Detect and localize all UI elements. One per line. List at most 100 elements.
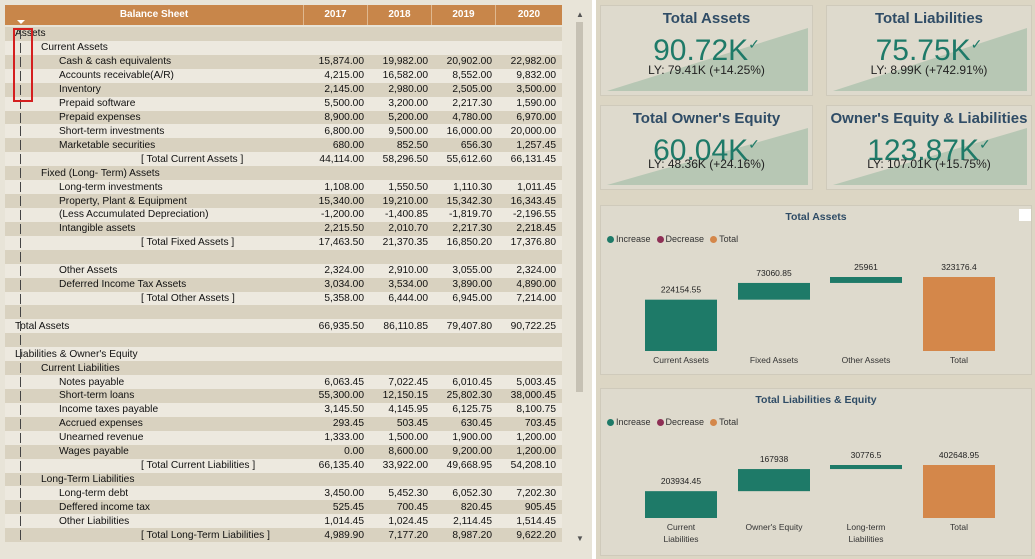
table-row[interactable]: [ Total Fixed Assets ] 17,463.50 21,370.35… bbox=[5, 235, 562, 250]
row-label: Prepaid expenses bbox=[59, 111, 141, 123]
category-label: Current Assets bbox=[653, 355, 709, 365]
table-row[interactable]: Cash & cash equivalents 15,874.00 19,982.0… bbox=[5, 54, 562, 69]
row-value-2019: -1,819.70 bbox=[448, 209, 492, 221]
header-year-2018[interactable]: 2018 bbox=[367, 5, 431, 25]
row-value-2017: 2,324.00 bbox=[324, 265, 364, 277]
header-year-2020[interactable]: 2020 bbox=[495, 5, 562, 25]
table-row[interactable]: Assets bbox=[5, 27, 562, 41]
tree-guide-line bbox=[20, 140, 21, 151]
table-row[interactable]: Property, Plant & Equipment 15,340.00 19,2… bbox=[5, 194, 562, 208]
table-row[interactable]: (Less Accumulated Depreciation) -1,200.00… bbox=[5, 207, 562, 222]
legend-decrease[interactable]: Decrease bbox=[656, 234, 704, 244]
kpi-card[interactable]: Total Assets 90.72K✓ LY: 79.41K (+14.25%) bbox=[600, 5, 813, 96]
chart-total-assets: Total Assets Increase Decrease Total 224… bbox=[600, 205, 1032, 375]
table-row[interactable]: Deferred Income Tax Assets 3,034.00 3,534.… bbox=[5, 277, 562, 292]
table-row[interactable]: Accounts receivable(A/R) 4,215.00 16,582.0… bbox=[5, 68, 562, 83]
table-row[interactable]: Income taxes payable 3,145.50 4,145.95 6,12… bbox=[5, 402, 562, 417]
table-row[interactable]: Inventory 2,145.00 2,980.00 2,505.00 3,500.0… bbox=[5, 82, 562, 97]
row-value-2017: 680.00 bbox=[332, 139, 364, 151]
expand-collapse-icon[interactable] bbox=[17, 20, 25, 24]
row-value-2018: 5,200.00 bbox=[388, 111, 428, 123]
kpi-title: Total Owner's Equity bbox=[632, 110, 781, 127]
focus-mode-icon[interactable] bbox=[1019, 209, 1031, 221]
tree-guide-line bbox=[20, 474, 21, 485]
row-value-2018: 86,110.85 bbox=[383, 320, 428, 332]
table-row[interactable]: Unearned revenue 1,333.00 1,500.00 1,900.00… bbox=[5, 430, 562, 445]
table-row[interactable]: Prepaid software 5,500.00 3,200.00 2,217.30… bbox=[5, 96, 562, 111]
table-row[interactable]: [ Total Long-Term Liabilities ] 4,989.90 7… bbox=[5, 528, 562, 543]
waterfall-bar[interactable] bbox=[645, 491, 717, 518]
table-row[interactable] bbox=[5, 305, 562, 320]
legend-increase[interactable]: Increase bbox=[607, 417, 651, 427]
tree-guide-line bbox=[20, 56, 21, 67]
row-value-2018: 19,982.00 bbox=[382, 56, 428, 68]
table-row[interactable]: Long-term investments 1,108.00 1,550.50 1,1… bbox=[5, 180, 562, 195]
row-value-2020: 22,982.00 bbox=[510, 56, 556, 68]
table-row[interactable]: Deffered income tax 525.45 700.45 820.45 905… bbox=[5, 500, 562, 515]
waterfall-bar[interactable] bbox=[830, 277, 902, 283]
scroll-down-icon[interactable]: ▼ bbox=[576, 534, 584, 543]
table-row[interactable]: Fixed (Long- Term) Assets bbox=[5, 166, 562, 181]
row-value-2017: 8,900.00 bbox=[324, 111, 364, 123]
table-row[interactable]: Long-term debt 3,450.00 5,452.30 6,052.30 7,… bbox=[5, 486, 562, 501]
table-row[interactable]: Prepaid expenses 8,900.00 5,200.00 4,780.00… bbox=[5, 110, 562, 125]
kpi-card[interactable]: Owner's Equity & Liabilities 123.87K✓ LY: … bbox=[826, 105, 1032, 190]
table-row[interactable]: Short-term loans 55,300.00 12,150.15 25,802… bbox=[5, 388, 562, 403]
row-value-2018: 9,500.00 bbox=[388, 125, 428, 137]
table-row[interactable]: Short-term investments 6,800.00 9,500.00 16… bbox=[5, 124, 562, 139]
row-value-2020: 8,100.75 bbox=[516, 404, 556, 416]
header-year-2019[interactable]: 2019 bbox=[431, 5, 495, 25]
legend-total[interactable]: Total bbox=[710, 234, 738, 244]
row-value-2017: 3,450.00 bbox=[324, 487, 364, 499]
row-label: Deferred Income Tax Assets bbox=[59, 279, 187, 291]
header-title[interactable]: Balance Sheet bbox=[119, 9, 189, 20]
legend-increase[interactable]: Increase bbox=[607, 234, 651, 244]
table-row[interactable]: Marketable securities 680.00 852.50 656.30 1… bbox=[5, 138, 562, 153]
legend-decrease[interactable]: Decrease bbox=[656, 417, 704, 427]
table-row[interactable]: [ Total Current Liabilities ] 66,135.40 33… bbox=[5, 458, 562, 473]
row-value-2020: 38,000.45 bbox=[510, 390, 556, 402]
row-value-2020: 2,218.45 bbox=[516, 223, 556, 235]
table-row[interactable]: Accrued expenses 293.45 503.45 630.45 703.45 bbox=[5, 416, 562, 431]
kpi-card[interactable]: Total Owner's Equity 60.04K✓ LY: 48.36K (+… bbox=[600, 105, 813, 190]
row-value-2017: 2,145.00 bbox=[324, 84, 364, 96]
waterfall-bar[interactable] bbox=[830, 465, 902, 470]
row-value-2018: 1,024.45 bbox=[388, 515, 428, 527]
table-row[interactable]: Current Assets bbox=[5, 40, 562, 55]
table-row[interactable]: Total Assets 66,935.50 86,110.85 79,407.80 9… bbox=[5, 319, 562, 334]
row-value-2020: 7,214.00 bbox=[516, 292, 556, 304]
row-value-2018: 19,210.00 bbox=[382, 195, 428, 207]
kpi-last-year: LY: 8.99K (+742.91%) bbox=[870, 63, 988, 77]
row-value-2018: 2,980.00 bbox=[388, 84, 428, 96]
table-row[interactable]: Other Liabilities 1,014.45 1,024.45 2,114.4… bbox=[5, 514, 562, 529]
row-value-2017: 4,215.00 bbox=[324, 70, 364, 82]
row-value-2020: -2,196.55 bbox=[512, 209, 556, 221]
table-row[interactable] bbox=[5, 249, 562, 264]
row-value-2018: 21,370.35 bbox=[382, 237, 428, 249]
legend-total[interactable]: Total bbox=[710, 417, 738, 427]
table-row[interactable]: [ Total Current Assets ] 44,114.00 58,296.… bbox=[5, 152, 562, 167]
waterfall-bar[interactable] bbox=[923, 277, 995, 351]
chart-legend: Increase Decrease Total bbox=[607, 234, 738, 244]
table-row[interactable]: Long-Term Liabilities bbox=[5, 472, 562, 487]
waterfall-bar[interactable] bbox=[645, 299, 717, 351]
table-row[interactable] bbox=[5, 333, 562, 348]
waterfall-bar[interactable] bbox=[738, 282, 810, 300]
table-row[interactable]: Notes payable 6,063.45 7,022.45 6,010.45 5,0… bbox=[5, 375, 562, 389]
scrollbar[interactable]: ▲ ▼ bbox=[573, 6, 587, 546]
header-year-2017[interactable]: 2017 bbox=[303, 5, 367, 25]
row-value-2017: 17,463.50 bbox=[318, 237, 364, 249]
waterfall-bar[interactable] bbox=[923, 465, 995, 518]
table-row[interactable]: [ Total Other Assets ] 5,358.00 6,444.00 6,… bbox=[5, 291, 562, 306]
table-row[interactable]: Liabilities & Owner's Equity bbox=[5, 347, 562, 362]
row-label: Intangible assets bbox=[59, 223, 136, 235]
scroll-thumb[interactable] bbox=[576, 22, 583, 392]
table-row[interactable]: Intangible assets 2,215.50 2,010.70 2,217.3… bbox=[5, 221, 562, 236]
waterfall-bar[interactable] bbox=[738, 469, 810, 492]
scroll-up-icon[interactable]: ▲ bbox=[576, 10, 584, 19]
table-body: Assets Current Assets Cash & cash equivale… bbox=[5, 27, 562, 547]
table-row[interactable]: Current Liabilities bbox=[5, 361, 562, 376]
kpi-card[interactable]: Total Liabilities 75.75K✓ LY: 8.99K (+742.… bbox=[826, 5, 1032, 96]
table-row[interactable]: Other Assets 2,324.00 2,910.00 3,055.00 2,32… bbox=[5, 263, 562, 278]
table-row[interactable]: Wages payable 0.00 8,600.00 9,200.00 1,200.0… bbox=[5, 444, 562, 459]
